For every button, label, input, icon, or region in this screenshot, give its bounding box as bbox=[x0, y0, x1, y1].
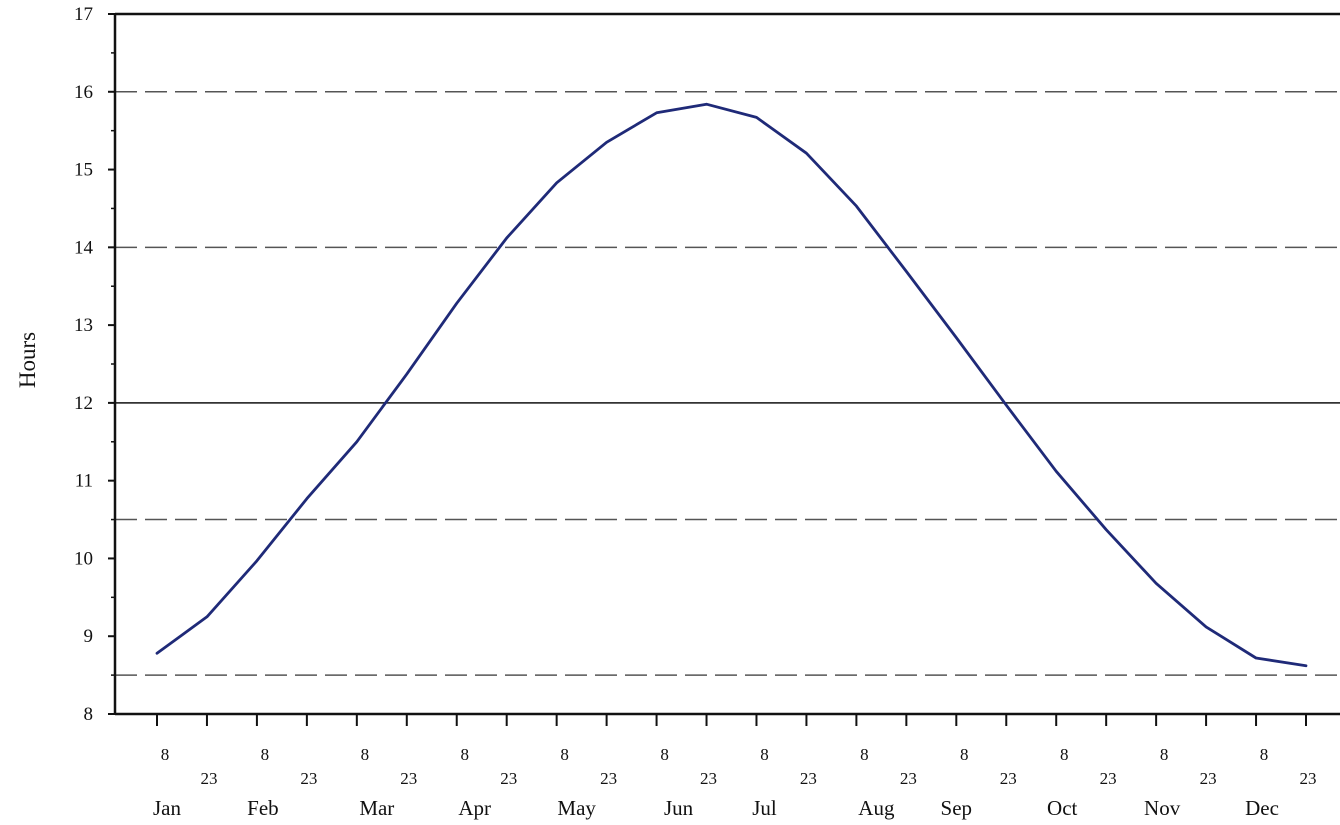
x-month-label: Mar bbox=[359, 796, 394, 820]
x-month-label: Jan bbox=[153, 796, 181, 820]
x-tick-day-label: 23 bbox=[1100, 769, 1117, 788]
series-line bbox=[155, 102, 1308, 668]
x-month-label: Oct bbox=[1047, 796, 1077, 820]
x-tick-day-label: 8 bbox=[161, 745, 170, 764]
x-month-label: May bbox=[557, 796, 596, 820]
x-tick-day-label: 23 bbox=[900, 769, 917, 788]
y-tick-label: 15 bbox=[74, 160, 93, 181]
x-tick-day-label: 23 bbox=[1200, 769, 1217, 788]
x-month-label: Aug bbox=[858, 796, 895, 820]
y-tick-label: 16 bbox=[74, 82, 93, 103]
y-tick-label: 10 bbox=[74, 548, 93, 569]
plot-area: 8 9 10 11 12 13 14 15 16 17 8 23 8 23 8 23 8 23 8 23 8 23 8 23 8… bbox=[74, 4, 1340, 820]
x-tick-day-label: 8 bbox=[960, 745, 969, 764]
y-tick-label: 8 bbox=[84, 704, 94, 725]
x-month-label: Jun bbox=[664, 796, 694, 820]
x-tick-day-label: 8 bbox=[1160, 745, 1169, 764]
x-tick-day-label: 8 bbox=[1060, 745, 1069, 764]
x-tick-day-label: 23 bbox=[400, 769, 417, 788]
x-month-label: Jul bbox=[752, 796, 777, 820]
x-tick-day-label: 8 bbox=[261, 745, 270, 764]
x-tick-day-label: 23 bbox=[1000, 769, 1017, 788]
x-tick-day-label: 8 bbox=[660, 745, 669, 764]
y-axis-title: Hours bbox=[15, 332, 40, 388]
x-month-label: Dec bbox=[1245, 796, 1279, 820]
x-tick-day-label: 8 bbox=[361, 745, 370, 764]
x-month-label: Nov bbox=[1144, 796, 1181, 820]
x-tick-day-label: 23 bbox=[1300, 769, 1317, 788]
x-tick-day-label: 8 bbox=[760, 745, 769, 764]
x-tick-day-label: 8 bbox=[560, 745, 569, 764]
x-tick-day-label: 23 bbox=[300, 769, 317, 788]
x-tick-day-label: 23 bbox=[800, 769, 817, 788]
y-tick-label: 14 bbox=[74, 237, 94, 258]
x-tick-day-label: 8 bbox=[460, 745, 469, 764]
x-month-label: Sep bbox=[941, 796, 973, 820]
y-tick-label: 11 bbox=[75, 471, 93, 492]
y-tick-label: 12 bbox=[74, 393, 93, 414]
x-tick-day-label: 23 bbox=[200, 769, 217, 788]
y-tick-label: 9 bbox=[84, 626, 94, 647]
x-month-label: Feb bbox=[247, 796, 279, 820]
x-tick-day-label: 23 bbox=[500, 769, 517, 788]
y-tick-label: 13 bbox=[74, 315, 93, 336]
x-tick-day-label: 23 bbox=[700, 769, 717, 788]
x-tick-day-label: 8 bbox=[860, 745, 869, 764]
x-month-label: Apr bbox=[458, 796, 491, 820]
y-tick-label: 17 bbox=[74, 4, 93, 25]
x-tick-day-label: 23 bbox=[600, 769, 617, 788]
x-tick-day-label: 8 bbox=[1260, 745, 1269, 764]
